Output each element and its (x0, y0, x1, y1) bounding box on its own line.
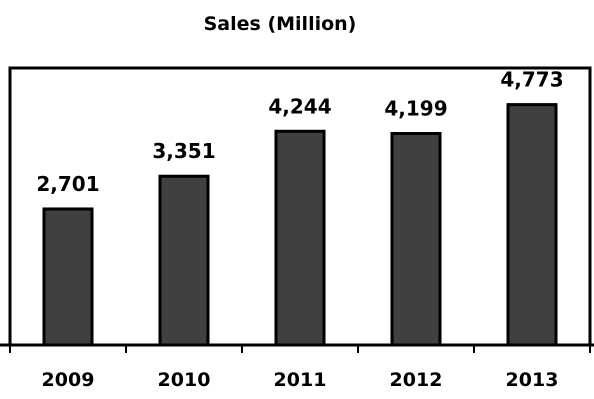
data-label-2012: 4,199 (384, 97, 447, 121)
bars-group (42, 103, 558, 347)
x-tick-label-2010: 2010 (158, 369, 211, 391)
x-tick-label-2013: 2013 (506, 369, 559, 391)
x-axis-labels: 2009 2010 2011 2012 2013 (42, 369, 559, 391)
bar-2010 (158, 174, 210, 347)
x-axis-ticks (0, 343, 594, 353)
bar-2009 (42, 207, 94, 347)
x-tick-label-2012: 2012 (390, 369, 443, 391)
data-label-2010: 3,351 (152, 139, 215, 163)
bar-2012 (390, 132, 442, 347)
x-tick-label-2011: 2011 (274, 369, 327, 391)
bar-2011 (274, 129, 326, 347)
data-label-2011: 4,244 (268, 94, 331, 118)
x-tick-label-2009: 2009 (42, 369, 95, 391)
chart-title: Sales (Million) (204, 13, 357, 35)
bar-2013 (506, 103, 558, 347)
data-label-2009: 2,701 (36, 172, 99, 196)
data-label-2013: 4,773 (500, 68, 563, 92)
data-labels-group: 2,701 3,351 4,244 4,199 4,773 (36, 68, 563, 196)
